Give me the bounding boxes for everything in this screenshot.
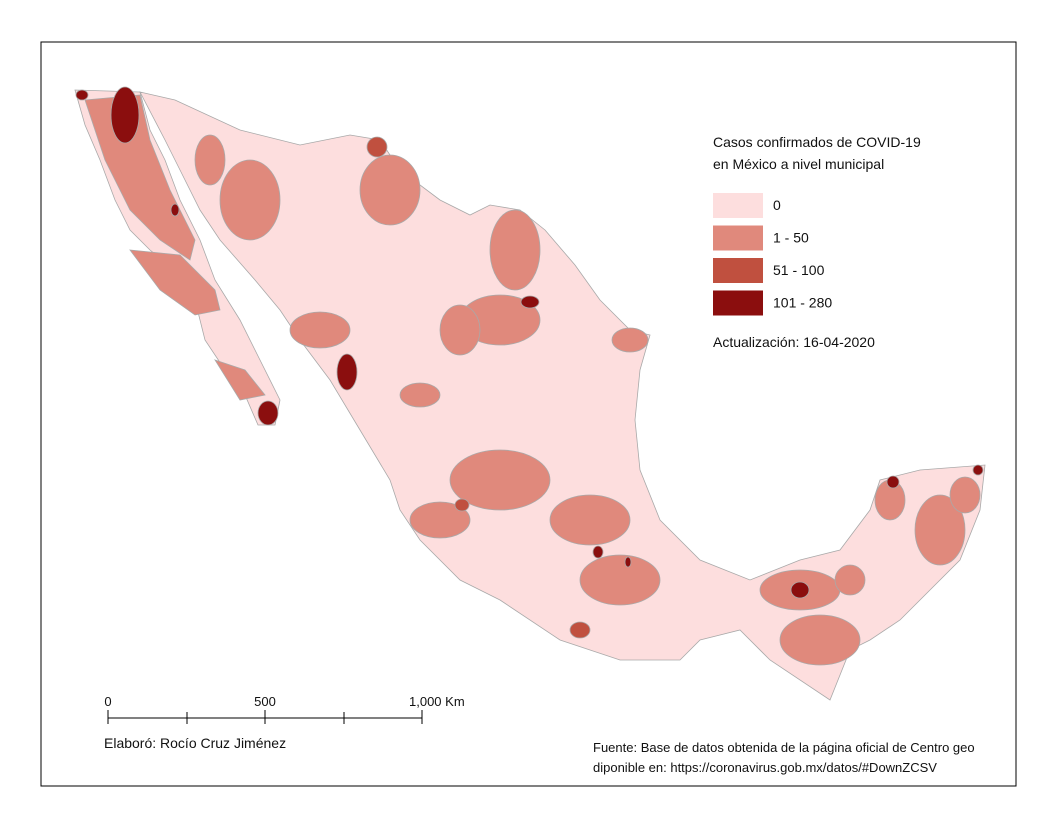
region bbox=[219, 159, 281, 241]
region bbox=[972, 464, 984, 476]
region bbox=[886, 475, 900, 489]
region bbox=[336, 353, 358, 391]
region bbox=[289, 311, 351, 349]
region bbox=[949, 476, 981, 514]
legend-label: 101 - 280 bbox=[773, 295, 832, 311]
region bbox=[75, 89, 89, 101]
author: Elaboró: Rocío Cruz Jiménez bbox=[104, 735, 286, 751]
region bbox=[409, 501, 471, 539]
region bbox=[366, 136, 388, 158]
region bbox=[569, 621, 591, 639]
source: Fuente: Base de datos obtenida de la pág… bbox=[593, 740, 975, 755]
region bbox=[779, 614, 861, 666]
region bbox=[834, 564, 866, 596]
region bbox=[790, 581, 810, 599]
legend-title: en México a nivel municipal bbox=[713, 156, 884, 172]
region bbox=[579, 554, 661, 606]
region bbox=[624, 556, 632, 568]
region bbox=[454, 498, 470, 512]
scale-label: 0 bbox=[104, 694, 111, 709]
source: diponible en: https://coronavirus.gob.mx… bbox=[593, 760, 937, 775]
update-date: Actualización: 16-04-2020 bbox=[713, 334, 875, 350]
scale-label: 500 bbox=[254, 694, 276, 709]
legend: 0 1 - 50 51 - 100 101 - 280 bbox=[713, 193, 832, 316]
legend-label: 0 bbox=[773, 197, 781, 213]
region bbox=[359, 154, 421, 226]
legend-label: 1 - 50 bbox=[773, 230, 809, 246]
region bbox=[549, 494, 631, 546]
region bbox=[520, 295, 540, 309]
region bbox=[84, 94, 196, 261]
region bbox=[449, 449, 551, 511]
region bbox=[489, 209, 541, 291]
legend-swatch bbox=[713, 193, 763, 218]
region bbox=[170, 203, 180, 217]
mainland bbox=[139, 91, 986, 701]
region bbox=[194, 134, 226, 186]
legend-swatch bbox=[713, 225, 763, 251]
region bbox=[110, 86, 140, 144]
region bbox=[257, 400, 279, 426]
region bbox=[129, 249, 221, 316]
mexico-map bbox=[74, 86, 986, 701]
region bbox=[592, 545, 604, 559]
region bbox=[399, 382, 441, 408]
scale-label: 1,000 Km bbox=[409, 694, 465, 709]
region bbox=[439, 304, 481, 356]
region bbox=[914, 494, 966, 566]
region bbox=[214, 359, 266, 401]
legend-title: Casos confirmados de COVID-19 bbox=[713, 134, 921, 150]
legend-swatch bbox=[713, 290, 763, 316]
region bbox=[611, 327, 649, 353]
scale-bar bbox=[107, 710, 423, 724]
legend-label: 51 - 100 bbox=[773, 262, 825, 278]
legend-swatch bbox=[713, 258, 763, 283]
